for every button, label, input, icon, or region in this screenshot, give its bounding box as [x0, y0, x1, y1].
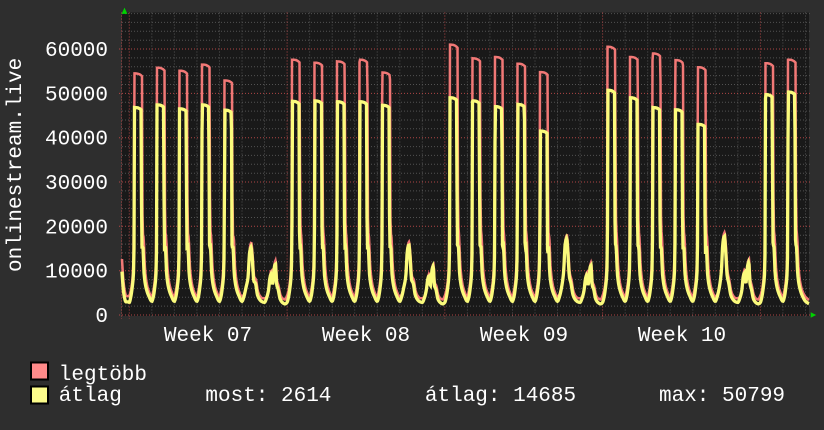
svg-text:onlinestream.live: onlinestream.live	[5, 58, 28, 272]
svg-text:Week 10: Week 10	[638, 325, 726, 348]
svg-text:30000: 30000	[45, 173, 108, 196]
svg-text:legtöbb: legtöbb	[59, 364, 147, 387]
svg-text:Week 09: Week 09	[480, 325, 568, 348]
svg-text:40000: 40000	[45, 129, 108, 152]
svg-text:most: 2614: most: 2614	[205, 385, 331, 408]
svg-text:Week 07: Week 07	[164, 325, 252, 348]
svg-text:átlag: 14685: átlag: 14685	[425, 385, 576, 408]
svg-text:átlag: átlag	[59, 385, 122, 408]
svg-text:60000: 60000	[45, 40, 108, 63]
svg-text:50000: 50000	[45, 84, 108, 107]
svg-text:20000: 20000	[45, 217, 108, 240]
svg-text:max: 50799: max: 50799	[659, 385, 785, 408]
svg-text:Week 08: Week 08	[322, 325, 410, 348]
svg-text:0: 0	[95, 306, 108, 329]
svg-text:10000: 10000	[45, 262, 108, 285]
